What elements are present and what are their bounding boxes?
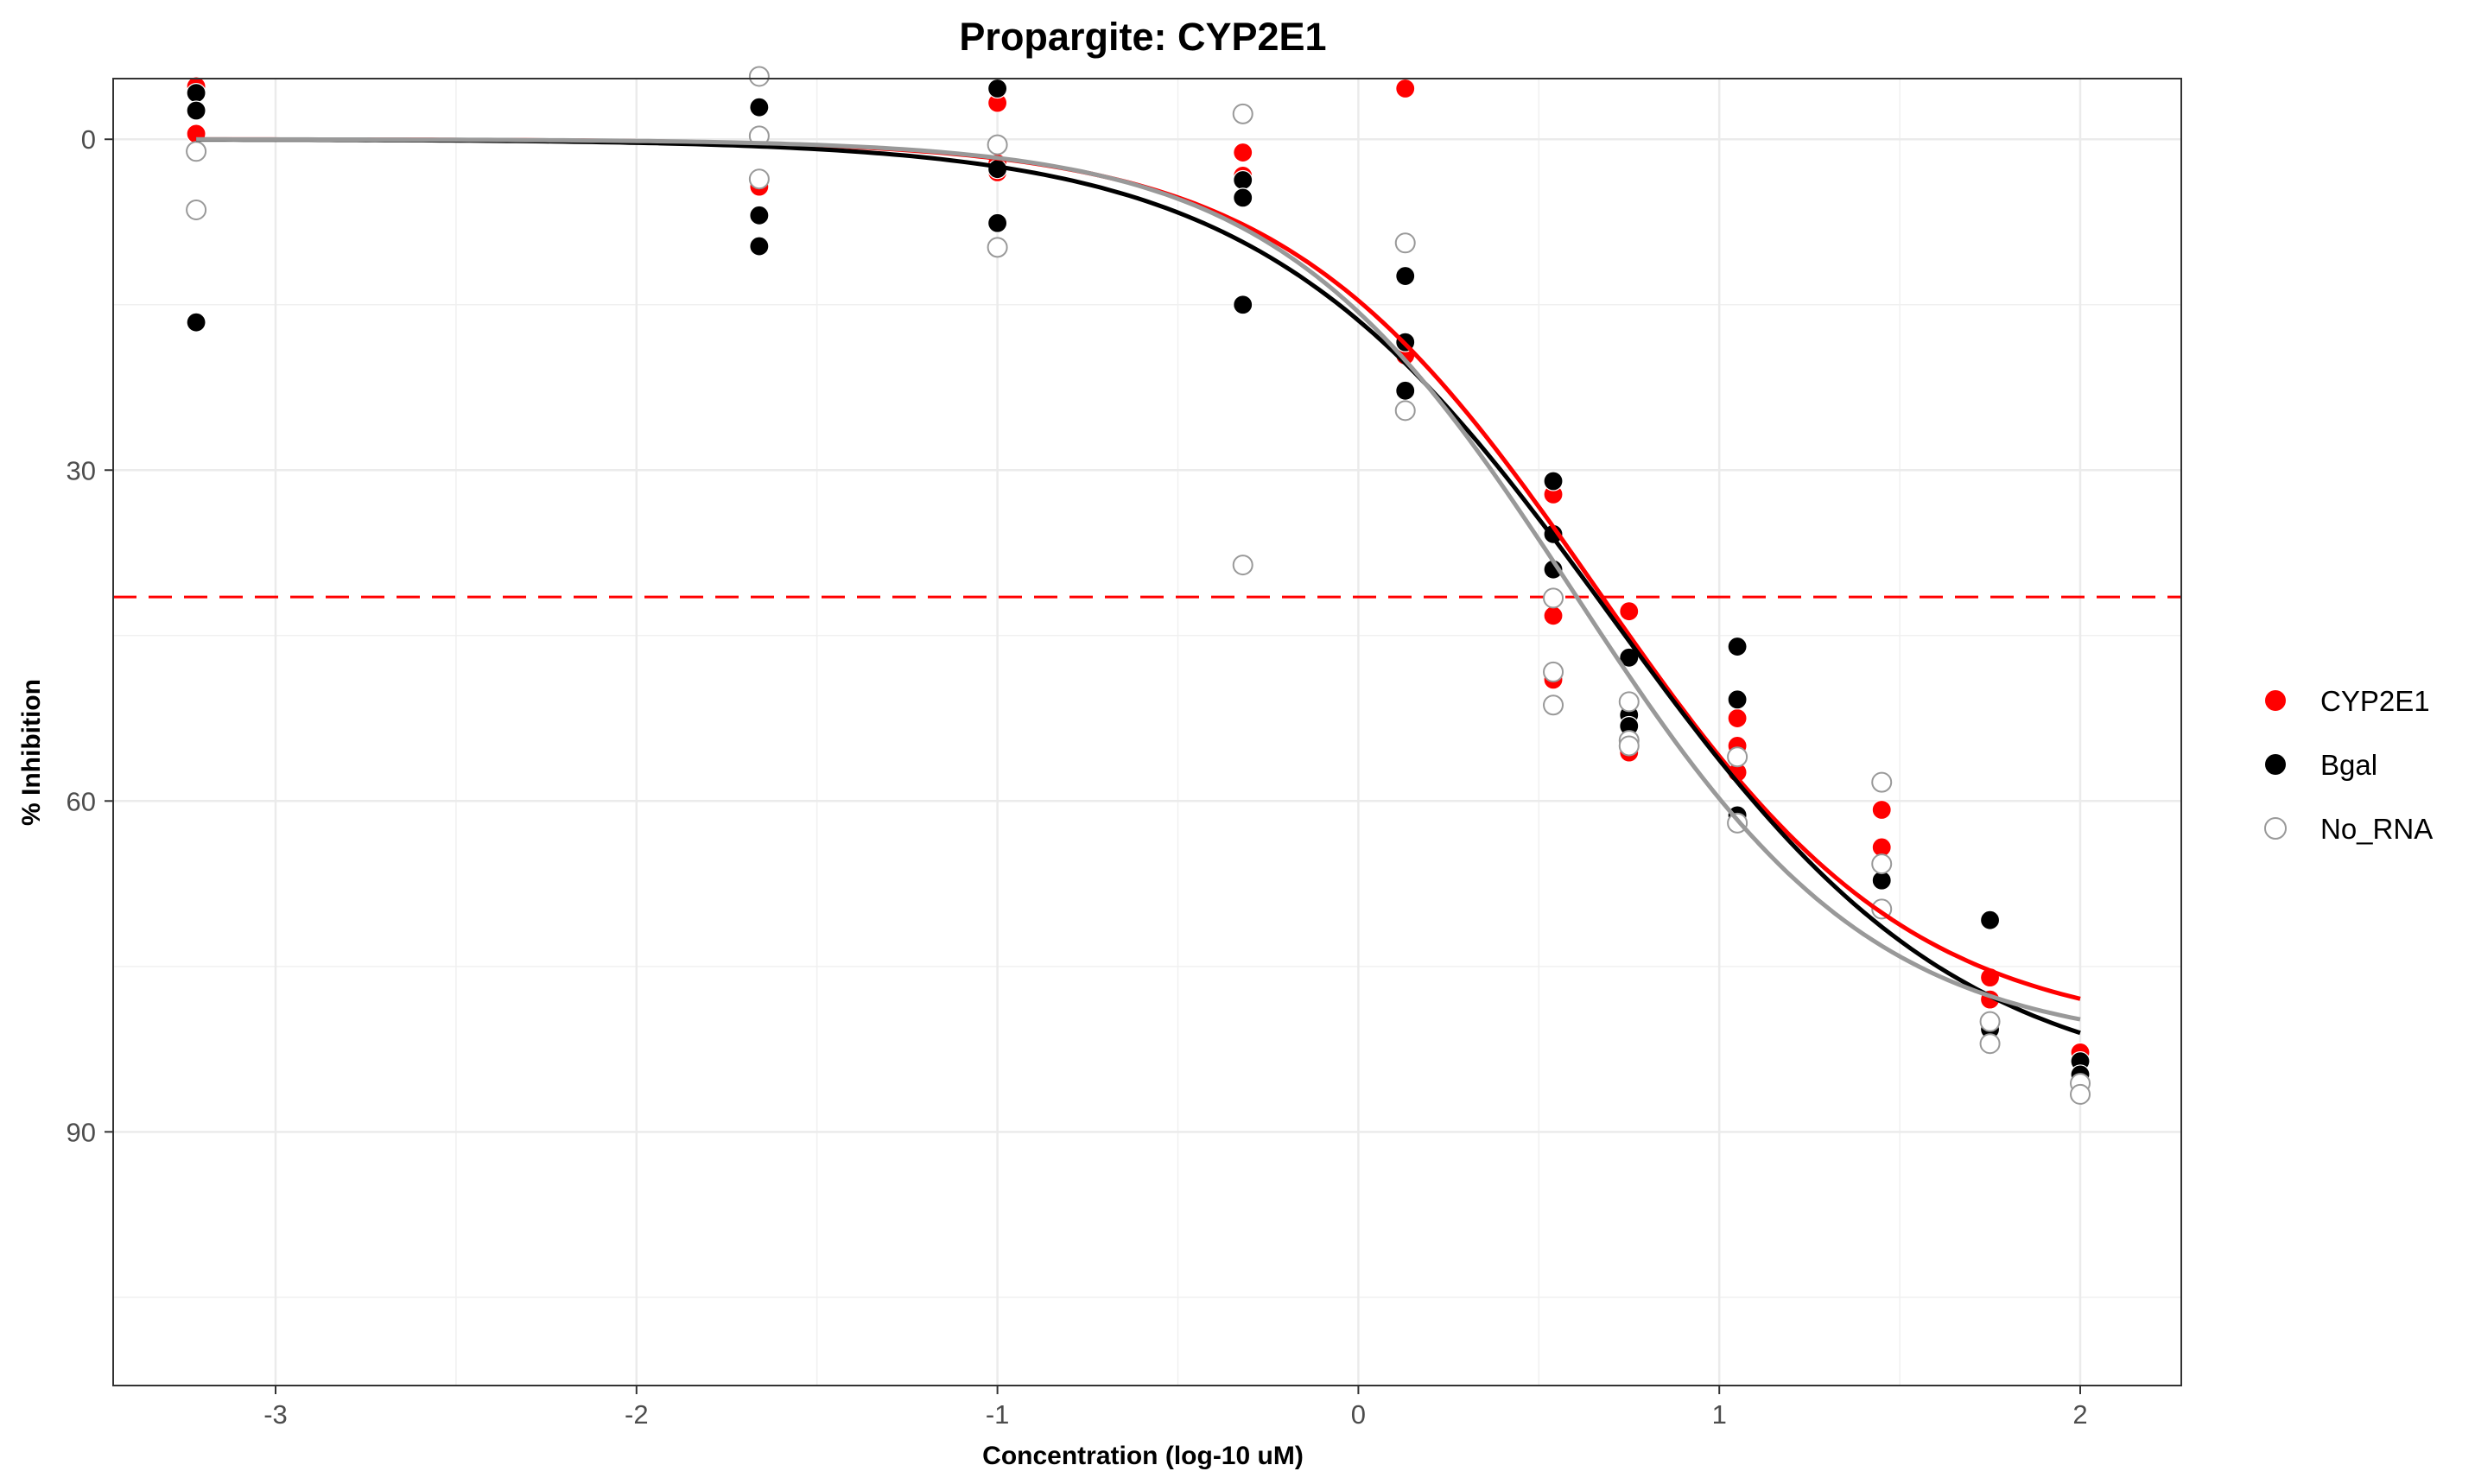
data-point	[987, 134, 1008, 155]
data-point	[1543, 471, 1564, 491]
data-point	[186, 199, 207, 220]
y-tick-label: 0	[81, 124, 96, 155]
x-tick-label: 0	[1351, 1399, 1366, 1430]
data-point	[1727, 689, 1748, 710]
x-tick-label: 1	[1712, 1399, 1727, 1430]
x-axis-title: Concentration (log-10 uM)	[982, 1442, 1304, 1470]
x-axis: -3 -2 -1 0 1 2	[263, 1386, 2088, 1430]
data-point	[1543, 587, 1564, 609]
gridlines	[113, 79, 2181, 1386]
data-point	[186, 100, 206, 121]
data-point	[1232, 103, 1253, 124]
y-tick-label: 30	[67, 455, 96, 485]
data-point	[1394, 400, 1416, 422]
data-point	[987, 212, 1008, 233]
data-point	[186, 141, 207, 162]
data-point	[1727, 636, 1748, 657]
data-point	[1543, 606, 1564, 626]
data-point	[1395, 265, 1416, 287]
data-point	[748, 168, 770, 190]
y-axis-title: % Inhibition	[17, 679, 46, 826]
fit-curve-no-rna	[196, 136, 2081, 1022]
data-point	[987, 78, 1008, 99]
data-point	[1233, 187, 1253, 208]
legend-label: CYP2E1	[2320, 685, 2430, 717]
data-point	[1395, 380, 1416, 401]
data-point	[1871, 853, 1893, 875]
data-point	[1232, 555, 1253, 576]
data-point	[1233, 169, 1253, 191]
data-point	[1395, 78, 1416, 99]
data-point	[749, 97, 770, 117]
y-tick-label: 60	[67, 786, 96, 816]
data-point	[1394, 232, 1416, 254]
panel-background	[113, 79, 2181, 1386]
data-point	[186, 82, 206, 104]
panel-border	[112, 78, 2182, 1386]
data-point	[1979, 1011, 2001, 1032]
data-point	[1979, 1033, 2001, 1055]
legend-label: Bgal	[2320, 749, 2377, 781]
chart-title: Propargite: CYP2E1	[959, 15, 1326, 59]
data-point	[186, 312, 206, 333]
legend-item-bgal: Bgal	[2265, 749, 2377, 781]
data-point	[1619, 647, 1640, 668]
series-points-no-rna	[186, 66, 2091, 1105]
data-point	[1618, 735, 1640, 757]
data-point	[1543, 661, 1564, 682]
data-point	[749, 205, 770, 225]
y-axis: 0 30 60 90	[67, 124, 113, 1147]
data-point	[1727, 707, 1748, 729]
legend: CYP2E1 Bgal No_RNA	[2264, 685, 2433, 845]
data-point	[1979, 910, 2001, 930]
plot-area	[186, 66, 2091, 1105]
legend-item-no-rna: No_RNA	[2264, 813, 2433, 845]
data-point	[2070, 1083, 2091, 1105]
data-point	[1233, 295, 1253, 315]
legend-key	[2265, 754, 2286, 775]
data-point	[1618, 691, 1640, 713]
legend-item-cyp2e1: CYP2E1	[2265, 685, 2430, 717]
data-point	[748, 66, 770, 87]
legend-label: No_RNA	[2320, 813, 2433, 845]
data-point	[1727, 746, 1748, 768]
data-point	[1233, 142, 1253, 163]
x-tick-label: -3	[263, 1399, 288, 1430]
data-point	[1871, 799, 1892, 821]
legend-key	[2265, 690, 2286, 711]
data-point	[1543, 694, 1564, 716]
data-point	[1871, 771, 1893, 793]
legend-key	[2264, 817, 2287, 840]
data-point	[749, 236, 770, 257]
y-tick-label: 90	[67, 1117, 96, 1147]
x-tick-label: -2	[625, 1399, 649, 1430]
data-point	[1619, 601, 1640, 622]
data-point	[987, 237, 1008, 258]
x-tick-label: -1	[986, 1399, 1010, 1430]
x-tick-label: 2	[2072, 1399, 2087, 1430]
